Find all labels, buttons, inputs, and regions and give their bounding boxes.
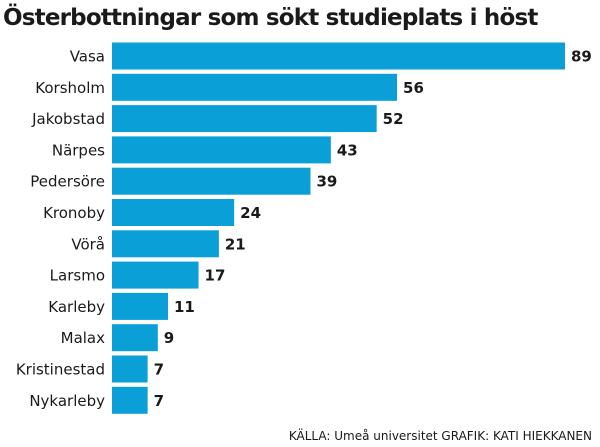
value-label: 21 bbox=[225, 235, 246, 253]
value-label: 24 bbox=[240, 204, 261, 222]
value-label: 9 bbox=[164, 329, 174, 347]
bar bbox=[112, 261, 199, 289]
category-label: Malax bbox=[61, 329, 105, 347]
category-label: Närpes bbox=[52, 141, 105, 159]
bar bbox=[112, 292, 168, 320]
value-label: 7 bbox=[154, 392, 164, 410]
value-label: 43 bbox=[337, 141, 358, 159]
value-label: 52 bbox=[383, 110, 404, 128]
bar bbox=[112, 230, 219, 258]
source-credit: KÄLLA: Umeå universitet GRAFIK: KATI HIE… bbox=[288, 429, 592, 443]
category-label: Korsholm bbox=[35, 79, 105, 97]
bar bbox=[112, 42, 565, 70]
bar bbox=[112, 167, 311, 195]
category-label: Nykarleby bbox=[29, 392, 105, 410]
category-label: Vasa bbox=[70, 48, 105, 66]
value-label: 39 bbox=[317, 173, 338, 191]
category-label: Karleby bbox=[48, 298, 105, 316]
chart-title: Österbottningar som sökt studieplats i h… bbox=[3, 5, 538, 31]
bar bbox=[112, 386, 148, 414]
category-label: Kristinestad bbox=[16, 361, 105, 379]
bar bbox=[112, 355, 148, 383]
category-label: Vörå bbox=[71, 235, 105, 253]
value-label: 17 bbox=[205, 267, 226, 285]
value-label: 89 bbox=[571, 48, 592, 66]
value-label: 11 bbox=[174, 298, 195, 316]
category-label: Larsmo bbox=[50, 267, 105, 285]
bar bbox=[112, 73, 398, 101]
bar bbox=[112, 105, 377, 133]
bar bbox=[112, 199, 235, 226]
value-label: 7 bbox=[154, 361, 164, 379]
value-label: 56 bbox=[403, 79, 424, 97]
category-label: Pedersöre bbox=[30, 173, 105, 191]
bar bbox=[112, 324, 158, 352]
category-label: Kronoby bbox=[43, 204, 105, 222]
bar bbox=[112, 136, 331, 164]
category-label: Jakobstad bbox=[31, 110, 105, 128]
